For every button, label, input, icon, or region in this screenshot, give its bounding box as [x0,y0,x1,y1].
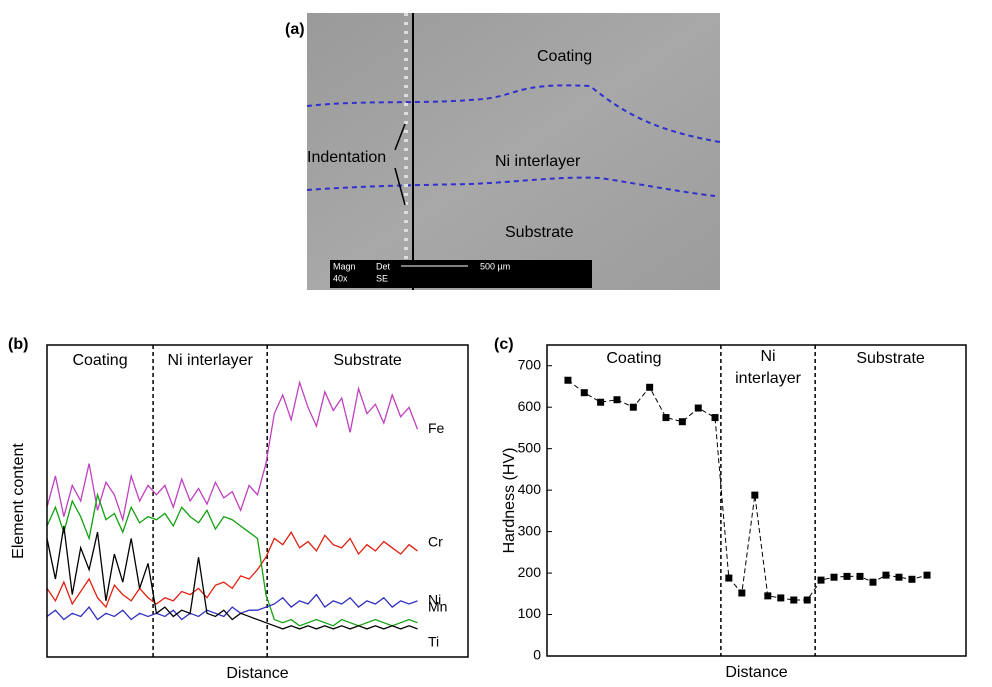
info-text: 40x [333,273,348,283]
y-tick-label: 200 [518,564,542,580]
region-label: Ni [760,348,775,365]
series-line [46,380,419,523]
series-label: Cr [428,534,443,550]
data-point [856,572,864,580]
data-point [597,398,605,406]
region-label: Coating [606,350,661,367]
panel-label: (b) [8,336,28,353]
data-point [923,571,931,579]
y-axis-label: Element content [10,443,27,559]
series-line [46,492,418,627]
x-axis-label: Distance [725,664,787,681]
data-point [711,414,719,422]
info-text: SE [376,273,388,283]
data-point [725,574,733,582]
region-label: Substrate [333,352,402,369]
data-point [580,389,588,397]
arrow [394,123,406,151]
data-point [738,589,746,597]
data-point [646,383,654,391]
boundary-curve [306,84,721,143]
data-point [662,414,670,422]
region-label: Ni interlayer [167,352,253,369]
region-label: interlayer [735,370,801,387]
y-tick-label: 500 [518,439,542,455]
data-point [843,572,851,580]
data-point [613,396,621,404]
series-label: Mn [428,598,447,614]
plot-frame [546,344,967,657]
data-point [777,594,785,602]
data-point [803,596,811,604]
sem-image [307,13,720,290]
series-label: Ni [428,592,441,608]
region-label: Ni interlayer [495,153,581,170]
arrow [394,167,406,206]
region-label: Coating [537,48,592,65]
info-text: Magn [333,261,356,271]
y-tick-label: 100 [518,605,542,621]
region-label: Substrate [856,350,925,367]
data-point [830,573,838,581]
data-point [817,576,825,584]
panel-a: (a) Coating Indentation Ni interlayer Su… [285,13,721,290]
series-line [46,530,418,609]
series-label: Ti [428,634,439,650]
y-tick-label: 400 [518,481,542,497]
series-line [46,525,418,630]
y-tick-label: 700 [518,356,542,372]
boundary-curve [306,176,716,197]
plot-frame [46,344,469,658]
region-label: Substrate [505,224,574,241]
data-point [629,403,637,411]
series-label: Fe [428,420,445,436]
x-axis-label: Distance [226,665,288,682]
data-point [790,596,798,604]
data-point [908,575,916,583]
data-point [764,592,772,600]
panel-label: (a) [285,21,305,38]
region-label: Coating [72,352,127,369]
data-point [751,491,759,499]
y-tick-label: 600 [518,398,542,414]
info-text: Det [376,261,391,271]
data-point [678,418,686,426]
series-line [46,593,418,621]
y-tick-label: 0 [533,647,541,663]
data-point [564,376,572,384]
connector-line [567,379,928,601]
data-point [869,578,877,586]
data-point [895,573,903,581]
y-tick-label: 300 [518,522,542,538]
annotation: Indentation [307,149,386,166]
info-bar [330,260,592,288]
panel-label: (c) [494,336,514,353]
data-point [694,404,702,412]
data-point [882,571,890,579]
info-text: 500 µm [480,261,510,271]
y-axis-label: Hardness (HV) [501,448,518,554]
